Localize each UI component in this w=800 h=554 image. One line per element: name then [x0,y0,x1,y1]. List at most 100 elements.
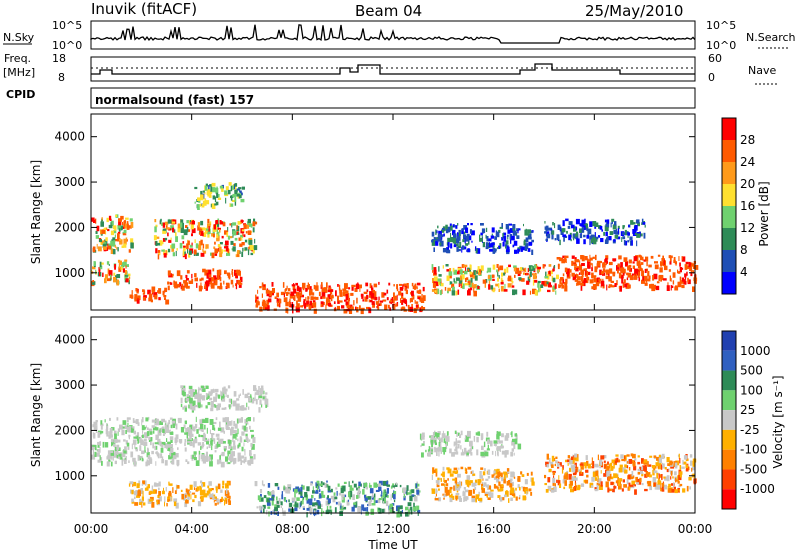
data-cell [183,387,186,393]
data-cell [565,258,567,263]
data-cell [595,470,599,477]
data-cell [154,219,157,223]
data-cell [627,232,630,236]
data-cell [579,264,583,271]
data-cell [630,453,634,457]
data-cell [188,395,191,401]
data-cell [189,424,193,431]
data-cell [117,439,121,443]
data-cell [157,290,160,293]
data-cell [658,464,661,470]
data-cell [214,196,217,203]
data-cell [646,481,648,484]
data-cell [175,434,179,440]
data-cell [582,281,586,287]
data-cell [469,287,473,291]
data-cell [514,274,516,278]
data-cell [649,284,651,289]
data-cell [217,427,222,431]
data-cell [684,279,686,285]
data-cell [163,249,165,256]
data-cell [92,424,96,428]
data-cell [203,434,206,440]
data-cell [137,454,140,461]
data-cell [236,225,238,230]
data-cell [634,489,637,495]
data-cell [337,284,339,287]
data-cell [557,480,561,486]
data-cell [646,472,651,477]
data-cell [100,221,104,227]
data-cell [666,457,670,463]
data-cell [211,182,216,187]
x-axis-ticks: 00:00 04:00 08:00 12:00 16:00 20:00 00:00 [74,114,712,536]
data-cell [150,299,153,303]
data-cell [137,295,141,301]
data-cell [460,285,464,289]
colorbar-tick-label: -1000 [740,482,775,496]
data-cell [413,502,415,507]
data-cell [130,428,134,432]
data-cell [327,289,332,293]
data-cell [638,254,641,258]
data-cell [647,461,649,467]
data-cell [574,486,577,491]
data-cell [303,507,305,510]
data-cell [480,451,485,457]
data-cell [136,291,139,294]
data-cell [414,300,416,304]
data-cell [228,182,232,186]
data-cell [223,280,225,285]
data-cell [345,290,349,294]
data-cell [92,246,96,253]
data-cell [247,417,251,422]
data-cell [567,455,571,459]
data-cell [481,445,484,451]
data-cell [262,396,265,399]
data-cell [188,385,193,390]
data-cell [460,430,463,436]
data-cell [667,487,672,493]
data-cell [622,226,625,230]
data-cell [337,483,340,487]
data-cell [351,506,355,512]
data-cell [109,218,112,221]
data-cell [306,498,310,504]
data-cell [265,392,268,395]
data-cell [579,223,583,226]
data-cell [438,281,440,286]
data-cell [228,492,230,498]
data-cell [551,455,555,462]
data-cell [402,284,404,290]
data-cell [504,453,507,458]
data-cell [227,453,229,457]
data-cell [546,233,551,239]
data-cell [171,243,176,249]
data-cell [599,459,603,466]
data-cell [121,429,125,436]
data-cell [459,497,462,502]
data-cell [387,481,389,486]
data-cell [221,186,224,192]
y-tick-label: 3000 [54,378,85,392]
data-cell [612,224,617,230]
data-cell [465,235,470,242]
data-cell [487,267,492,273]
data-cell [205,385,209,388]
data-cell [501,433,504,438]
data-cell [201,457,204,462]
data-cell [117,233,120,239]
data-cell [97,441,102,446]
data-cell [167,499,171,502]
data-cell [534,290,538,296]
data-cell [691,466,695,471]
data-cell [152,430,155,434]
data-cell [680,280,682,284]
data-cell [361,504,365,511]
data-cell [158,491,161,496]
data-cell [110,230,114,236]
data-cell [552,477,556,483]
data-cell [142,297,146,301]
data-cell [144,438,147,442]
data-cell [388,508,393,514]
